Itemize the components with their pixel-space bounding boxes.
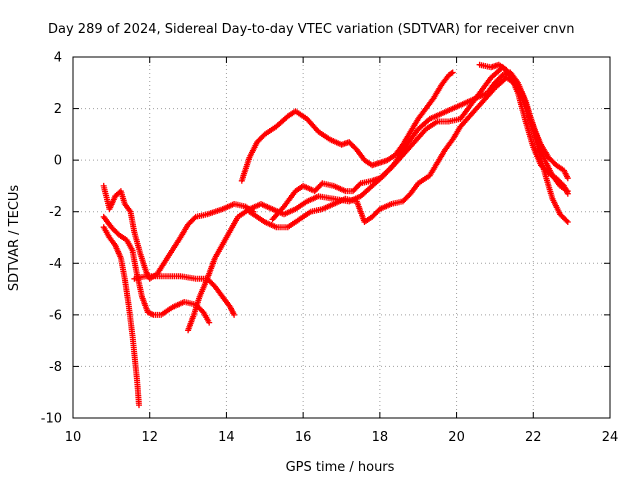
x-tick-label: 14 — [218, 430, 235, 445]
x-axis-label: GPS time / hours — [286, 460, 395, 475]
data-point-markers — [476, 61, 571, 195]
series-track-8 — [269, 64, 571, 223]
x-tick-label: 22 — [525, 430, 542, 445]
series-track-9 — [476, 61, 571, 195]
x-tick-label: 10 — [65, 430, 82, 445]
chart-title: Day 289 of 2024, Sidereal Day-to-day VTE… — [48, 22, 574, 37]
x-tick-label: 12 — [141, 430, 158, 445]
x-tick-label: 24 — [602, 430, 619, 445]
series-track-4 — [131, 273, 238, 318]
data-points — [100, 61, 571, 409]
series-track-3 — [100, 224, 142, 409]
data-point-markers — [269, 64, 571, 223]
y-tick-label: -10 — [41, 412, 62, 427]
y-tick-label: 4 — [54, 51, 62, 66]
y-tick-label: -4 — [49, 257, 62, 272]
x-tick-label: 18 — [372, 430, 389, 445]
y-tick-label: -2 — [49, 205, 62, 220]
y-axis-label: SDTVAR / TECUs — [7, 185, 22, 292]
series-track-1 — [100, 182, 257, 282]
y-tick-label: 0 — [54, 154, 62, 169]
plot-frame — [72, 56, 611, 419]
axis-ticks: 10 12 14 16 18 20 22 24-10-8-6-4-2024 — [41, 51, 619, 446]
x-tick-label: 16 — [295, 430, 312, 445]
data-point-markers — [238, 69, 456, 184]
data-point-markers — [131, 273, 238, 318]
series-track-6 — [238, 69, 456, 184]
data-point-markers — [100, 224, 142, 409]
y-tick-label: -6 — [49, 308, 62, 323]
y-tick-label: -8 — [49, 360, 62, 375]
x-tick-label: 20 — [448, 430, 465, 445]
data-point-markers — [100, 182, 257, 282]
y-tick-label: 2 — [54, 102, 62, 117]
